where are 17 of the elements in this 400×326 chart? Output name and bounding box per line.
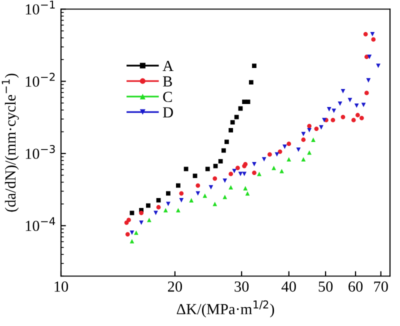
legend-label: C (163, 92, 172, 102)
legend-label: A (162, 60, 174, 71)
x-tick-label: 70 (374, 281, 388, 292)
x-tick-label: 50 (318, 281, 333, 292)
legend-label: D (162, 107, 173, 118)
x-tick-label: 20 (168, 281, 182, 292)
legend-label: B (162, 76, 172, 86)
y-tick-label: 10$^{−2}$ (26, 72, 55, 87)
x-axis-title: ΔK/(MPa·m$^{1/2}$) (176, 300, 274, 318)
x-tick-label: 40 (282, 281, 296, 292)
y-tick-label: 10$^{−1}$ (26, 0, 55, 14)
y-tick-label: 10$^{−3}$ (26, 144, 55, 159)
x-tick-label: 10 (54, 281, 68, 292)
x-tick-label: 60 (348, 281, 363, 292)
y-tick-label: 10$^{−4}$ (26, 217, 56, 232)
y-axis-title: (da/dN)/(mm·cycle$^{−1}$) (2, 74, 19, 212)
x-tick-label: 30 (234, 281, 249, 292)
